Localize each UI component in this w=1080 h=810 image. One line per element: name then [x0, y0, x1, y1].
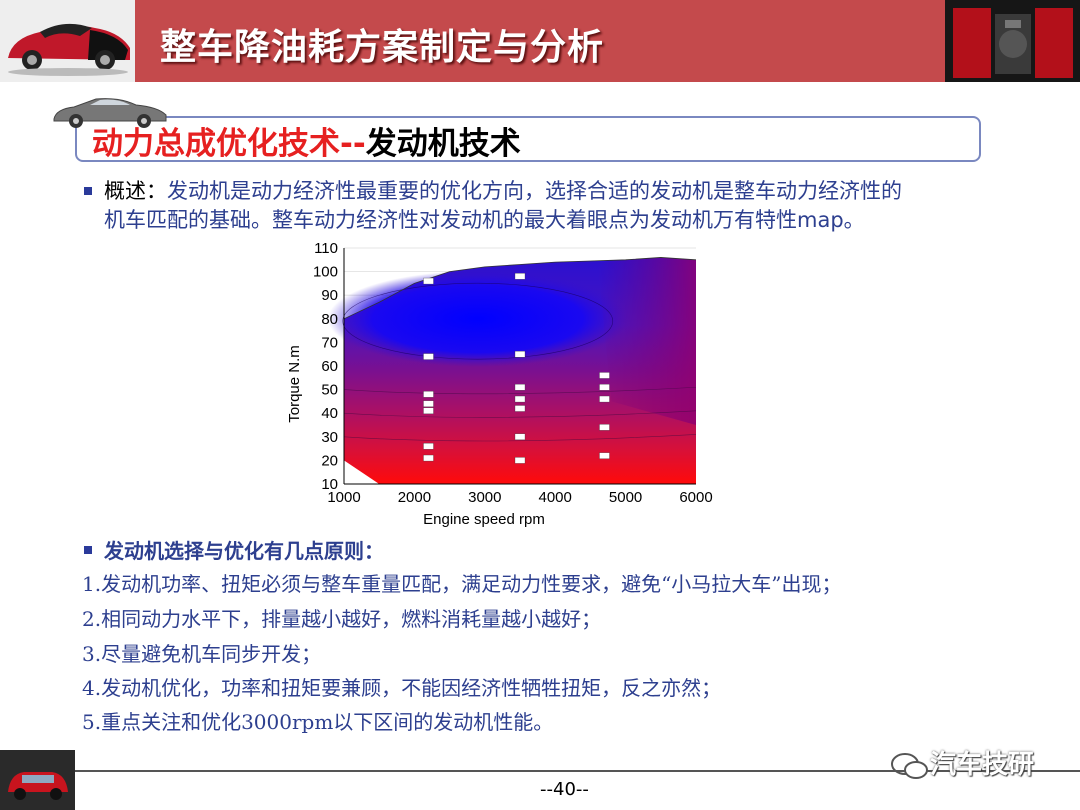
contour-label [599, 395, 610, 403]
x-tick-label: 3000 [468, 489, 501, 506]
contour-line [343, 434, 697, 442]
principle-item: 3.尽量避免机车同步开发； [82, 642, 322, 666]
watermark: 汽车技研 [890, 744, 1034, 781]
contour-label [423, 277, 434, 285]
contour-label [514, 384, 526, 391]
contour-label [599, 384, 610, 391]
y-tick-label: 20 [321, 452, 338, 469]
contour-label [514, 395, 526, 403]
x-tick-label: 1000 [327, 489, 360, 506]
contour-label [514, 457, 526, 464]
overview-line-2a: 机车匹配的基础。整车动力经济性对发动机的最大着眼点为发动机万有特性 [104, 208, 797, 232]
contour-label [514, 351, 526, 358]
bullet-icon [84, 546, 92, 554]
contour-label [423, 443, 434, 450]
contour-line [342, 282, 614, 360]
overview-label: 概述： [104, 179, 167, 203]
contour-label [423, 454, 434, 462]
overview-line-1: 发动机是动力经济性最重要的优化方向，选择合适的发动机是整车动力经济性的 [167, 179, 902, 203]
contour-label [514, 433, 526, 440]
section-title: 动力总成优化技术--发动机技术 [92, 118, 521, 163]
overview-line-2b: map [797, 208, 844, 232]
contour-label [423, 353, 434, 360]
y-tick-label: 110 [314, 240, 338, 257]
y-axis-label: Torque N.m [286, 345, 303, 423]
x-tick-label: 6000 [679, 489, 712, 506]
section-title-black: 发动机技术 [365, 126, 521, 162]
contour-label [599, 452, 610, 459]
y-tick-label: 90 [321, 287, 338, 304]
y-tick-label: 100 [313, 264, 338, 281]
contour-line [343, 410, 697, 418]
header-engine-image [945, 0, 1080, 82]
contour-label [423, 391, 434, 398]
footer-car-image [0, 750, 75, 810]
y-tick-label: 10 [321, 476, 338, 493]
x-tick-label: 2000 [398, 489, 431, 506]
x-axis-label: Engine speed rpm [423, 511, 545, 528]
y-tick-label: 70 [321, 334, 338, 351]
watermark-text: 汽车技研 [930, 750, 1035, 780]
contour-label [514, 405, 526, 412]
y-tick-label: 40 [321, 405, 338, 422]
contour-label [599, 372, 610, 379]
y-tick-label: 60 [321, 358, 338, 375]
page-title: 整车降油耗方案制定与分析 [160, 27, 605, 68]
principle-item: 2.相同动力水平下，排量越小越好，燃料消耗量越小越好； [82, 607, 602, 631]
engine-map-svg: 10 20 30 40 50 60 70 80 90 100 110 1000 2000 3000 4000… [286, 240, 713, 528]
section-title-box [75, 116, 981, 162]
principles-title: 发动机选择与优化有几点原则： [104, 539, 384, 563]
header-car-image [0, 0, 135, 82]
car-silhouette-icon [50, 95, 170, 129]
wechat-icon [891, 752, 928, 779]
contour-line [343, 386, 697, 395]
overview-paragraph: 概述：发动机是动力经济性最重要的优化方向，选择合适的发动机是整车动力经济性的 机… [104, 177, 1004, 235]
y-tick-label: 80 [321, 311, 338, 328]
efficiency-core [327, 270, 628, 367]
max-torque-curve [343, 257, 697, 320]
engine-map-chart: 10 20 30 40 50 60 70 80 90 100 110 1000 2000 3000 4000… [280, 240, 720, 530]
x-tick-label: 4000 [539, 489, 572, 506]
y-tick-label: 50 [321, 382, 338, 399]
page-number: --40-- [540, 779, 589, 800]
section-title-red: 动力总成优化技术-- [92, 126, 366, 162]
contour-label [423, 400, 434, 407]
contour-label [599, 424, 610, 431]
principle-item: 1.发动机功率、扭矩必须与整车重量匹配，满足动力性要求，避免“小马拉大车”出现； [82, 572, 842, 596]
contour-label [423, 407, 434, 414]
overview-line-2c: 。 [843, 208, 865, 232]
principle-item: 5.重点关注和优化3000rpm以下区间的发动机性能。 [82, 710, 554, 734]
principle-item: 4.发动机优化，功率和扭矩要兼顾，不能因经济性牺牲扭矩，反之亦然； [82, 676, 722, 700]
bullet-icon [84, 187, 92, 195]
high-speed-region [597, 257, 696, 425]
x-tick-label: 5000 [609, 489, 642, 506]
header-band [135, 0, 945, 82]
y-tick-label: 30 [321, 429, 338, 446]
footer-divider [75, 770, 1080, 772]
contour-label [514, 273, 526, 280]
